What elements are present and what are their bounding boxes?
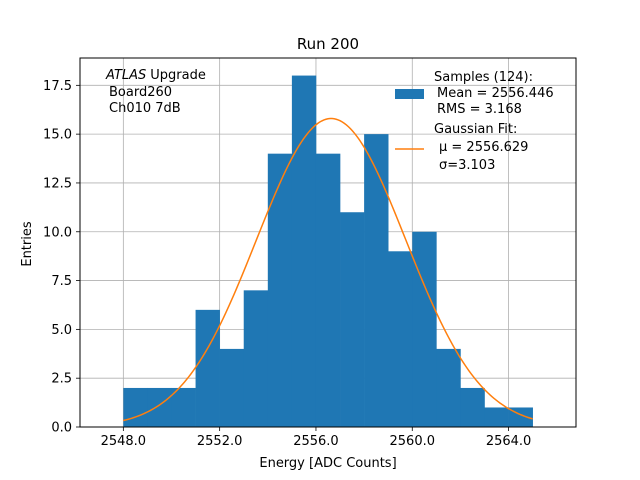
y-axis-ticks: 0.0 2.5 5.0 7.5 10.0 12.5 15.0 17.5 [43,79,80,436]
upgrade-label: Upgrade [150,68,206,83]
histogram-bar [340,212,365,427]
histogram-bar [243,290,269,427]
x-axis-ticks: 2548.0 2552.0 2556.0 2560.0 2564.0 [101,427,532,449]
y-tick-label: 10.0 [43,225,72,240]
legend-histogram-swatch [395,89,424,99]
histogram-bar [291,75,317,428]
y-tick-label: 15.0 [43,128,72,143]
x-tick-label: 2556.0 [293,434,339,449]
histogram-bar [484,407,509,427]
histogram-bar [412,231,437,427]
y-tick-label: 2.5 [51,372,72,387]
histogram-bar [364,134,389,427]
legend-fit-sigma: σ=3.103 [439,158,495,173]
histogram-bar [267,153,293,427]
x-tick-label: 2560.0 [390,434,436,449]
y-tick-label: 7.5 [51,274,72,289]
y-axis-label: Entries [20,221,35,267]
histogram-bar [388,251,413,427]
atlas-label: ATLAS [105,68,146,83]
legend: Samples (124): Mean = 2556.446 RMS = 3.1… [395,70,554,173]
x-tick-label: 2552.0 [197,434,243,449]
x-tick-label: 2548.0 [101,434,147,449]
x-tick-label: 2564.0 [486,434,532,449]
gaussian-fit [123,117,533,422]
legend-samples-title: Samples (124): [434,70,533,85]
legend-fit-mu: μ = 2556.629 [439,140,528,155]
gaussian-fit-curve [123,117,533,422]
legend-samples-mean: Mean = 2556.446 [437,86,554,101]
histogram-bar [147,387,172,427]
y-tick-label: 17.5 [43,79,72,94]
channel-label: Ch010 7dB [109,101,181,116]
plot-frame [79,57,577,428]
legend-samples-rms: RMS = 3.168 [437,102,522,117]
histogram-bar [436,348,461,427]
y-tick-label: 5.0 [51,323,72,338]
annotation-line-1: ATLAS Upgrade [105,68,206,83]
histogram-bars [123,75,533,428]
chart-title: Run 200 [297,35,359,53]
y-tick-label: 0.0 [51,421,72,436]
legend-fit-title: Gaussian Fit: [434,122,517,137]
y-tick-label: 12.5 [43,176,72,191]
histogram-bar [315,153,341,427]
x-axis-label: Energy [ADC Counts] [259,456,396,471]
board-label: Board260 [109,85,172,100]
histogram-bar [171,387,196,427]
histogram-bar [195,309,220,427]
histogram-bar [123,387,148,427]
histogram-bar [219,348,245,427]
histogram-bar [460,387,485,427]
info-annotation: ATLAS Upgrade Board260 Ch010 7dB [105,68,206,116]
